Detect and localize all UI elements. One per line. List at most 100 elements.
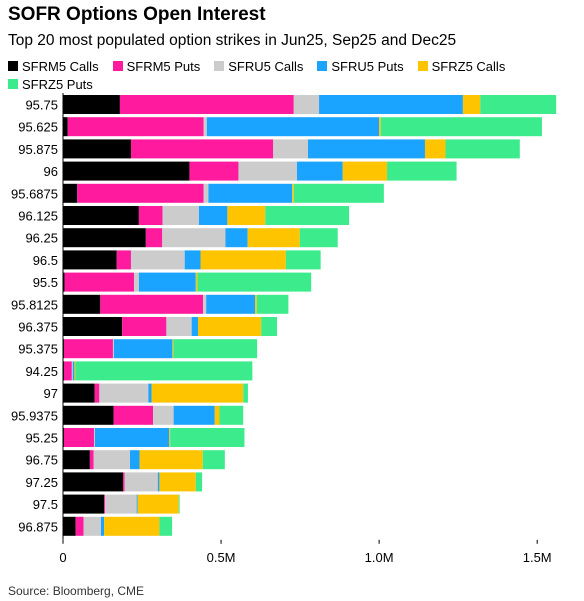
bar-segment: [206, 117, 380, 137]
bar-segment: [104, 494, 106, 514]
bar-segment: [202, 450, 225, 470]
legend-item: SFRU5 Calls: [214, 58, 303, 74]
bar-segment: [299, 228, 338, 248]
bar-segment: [93, 428, 95, 447]
legend-swatch: [417, 61, 428, 71]
category-label: 96.25: [25, 231, 58, 246]
bar-segment: [173, 405, 215, 425]
bar-segment: [342, 161, 388, 181]
bar-segment: [63, 206, 139, 225]
bar-segment: [243, 383, 248, 403]
bar-segment: [195, 272, 198, 292]
bar-segment: [63, 294, 101, 314]
legend-swatch: [112, 61, 123, 71]
category-label: 97.5: [33, 497, 58, 512]
bar-segment: [480, 95, 557, 114]
bar-segment: [166, 317, 192, 336]
legend-swatch: [214, 61, 225, 71]
bar-segment: [63, 472, 124, 492]
bar-segment: [184, 250, 201, 270]
bar-segment: [191, 317, 198, 336]
bar-segment: [94, 383, 100, 403]
legend-label: SFRZ5 Calls: [431, 58, 506, 74]
bar-segment: [63, 139, 131, 159]
bar-segment: [138, 206, 163, 225]
bar-segment: [261, 317, 278, 336]
bar-segment: [424, 139, 446, 159]
bar-segment: [63, 161, 190, 181]
bar-segment: [71, 361, 73, 381]
bar-segment: [178, 494, 180, 514]
bar-segment: [200, 250, 286, 270]
bar-segment: [89, 450, 94, 470]
legend-swatch: [8, 79, 18, 89]
bar-segment: [63, 95, 120, 114]
bar-segment: [138, 272, 196, 292]
legend-label: SFRM5 Calls: [22, 58, 99, 74]
bar-segment: [63, 450, 90, 470]
bar-segment: [63, 516, 76, 536]
bar-segment: [130, 139, 274, 159]
bar-segment: [113, 405, 154, 425]
bar-segment: [225, 228, 248, 248]
bar-segment: [247, 228, 300, 248]
category-label: 95.875: [18, 142, 58, 157]
bar-segment: [148, 383, 152, 403]
bar-segment: [162, 206, 199, 225]
bar-segment: [198, 206, 228, 225]
bar-segment: [63, 405, 114, 425]
bar-segment: [63, 228, 146, 248]
bar-segment: [206, 294, 256, 314]
bar-segment: [75, 361, 253, 381]
legend-item: SFRU5 Puts: [317, 58, 404, 74]
legend-item: SFRM5 Puts: [112, 58, 200, 74]
category-label: 95.6875: [11, 186, 58, 201]
bar-segment: [112, 339, 114, 359]
bar-segment: [105, 494, 137, 514]
category-label: 95.5: [33, 275, 58, 290]
chart-subtitle: Top 20 most populated option strikes in …: [8, 32, 457, 49]
category-label: 96.75: [25, 453, 58, 468]
bar-segment: [63, 361, 72, 381]
bar-segment: [77, 183, 204, 203]
bar-segment: [203, 183, 209, 203]
legend-swatch: [317, 61, 328, 71]
bar-segment: [63, 428, 94, 447]
bar-segment: [139, 450, 203, 470]
bar-segment: [100, 294, 204, 314]
legend-swatch: [8, 61, 18, 71]
bar-segment: [380, 117, 542, 137]
bar-segment: [319, 95, 463, 114]
bar-segment: [67, 117, 204, 137]
bar-segment: [170, 428, 245, 447]
legend-item: SFRM5 Calls: [8, 58, 99, 74]
bar-segment: [172, 339, 174, 359]
bar-segment: [227, 206, 266, 225]
bar-segment: [63, 183, 78, 203]
bar-segment: [104, 516, 160, 536]
bar-segment: [162, 228, 226, 248]
category-label: 96.125: [18, 209, 58, 224]
source-note: Source: Bloomberg, CME: [8, 584, 145, 598]
category-label: 97.25: [25, 475, 58, 490]
bar-segment: [197, 317, 262, 336]
legend-label: SFRU5 Calls: [228, 58, 304, 74]
bar-segment: [208, 183, 293, 203]
bar-segment: [63, 383, 95, 403]
category-label: 96: [44, 164, 58, 179]
bar-segment: [119, 95, 294, 114]
bar-segment: [137, 494, 179, 514]
bar-segment: [197, 272, 312, 292]
chart-title: SOFR Options Open Interest: [8, 4, 266, 25]
legend: SFRM5 Calls SFRM5 Puts SFRU5 Calls SFRU5 Pu…: [8, 58, 568, 92]
category-label: 94.25: [25, 364, 58, 379]
category-label: 95.25: [25, 431, 58, 446]
bar-segment: [116, 250, 131, 270]
x-tick-label: 1.5M: [523, 550, 552, 565]
bar-segment: [72, 361, 75, 381]
bar-segment: [293, 183, 384, 203]
bar-segment: [151, 383, 244, 403]
category-label: 96.5: [33, 253, 58, 268]
legend-label: SFRZ5 Puts: [22, 76, 93, 92]
bar-segment: [75, 516, 84, 536]
